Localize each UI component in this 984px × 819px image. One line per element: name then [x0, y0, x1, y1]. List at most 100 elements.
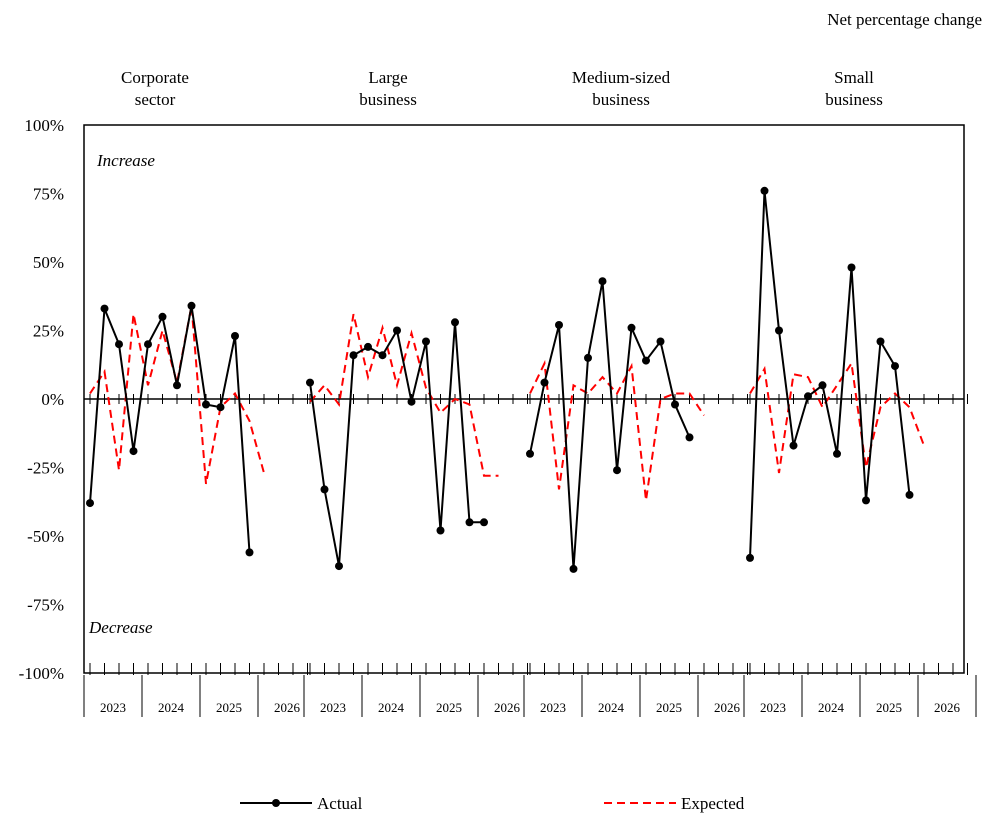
actual-point: [818, 381, 827, 390]
panel-title: business: [825, 90, 883, 109]
actual-point: [349, 351, 358, 360]
x-year-label: 2023: [540, 700, 566, 715]
x-year-label: 2023: [760, 700, 786, 715]
actual-point: [526, 449, 534, 458]
actual-point: [173, 381, 181, 390]
y-axis: 100% 75% 50% 25% 0% -25% -50% -75% -100%: [19, 116, 64, 683]
actual-point: [393, 326, 401, 335]
actual-point: [876, 337, 885, 346]
x-year-label: 2023: [100, 700, 126, 715]
legend-expected-label: Expected: [681, 794, 745, 813]
y-tick-label: 50%: [33, 253, 64, 272]
series-actual: [86, 186, 914, 573]
actual-point: [555, 321, 563, 329]
y-tick-label: -100%: [19, 664, 64, 683]
actual-point: [245, 548, 254, 557]
actual-point: [216, 403, 225, 412]
actual-point: [804, 392, 812, 401]
y-tick-label: -75%: [27, 596, 64, 615]
actual-point: [775, 326, 783, 335]
actual-point: [187, 301, 196, 310]
y-tick-label: -25%: [27, 459, 64, 478]
actual-point: [760, 186, 769, 195]
actual-point: [789, 441, 798, 450]
actual-point: [231, 332, 239, 340]
expected-line: [89, 305, 265, 485]
x-year-label: 2024: [818, 700, 845, 715]
y-tick-label: 0%: [41, 390, 64, 409]
y-tick-label: 100%: [24, 116, 64, 135]
y-tick-label: -50%: [27, 527, 64, 546]
actual-point: [480, 518, 488, 527]
panel-title: Medium-sized: [572, 68, 671, 87]
actual-point: [642, 356, 650, 365]
x-year-label: 2026: [494, 700, 521, 715]
actual-point: [335, 562, 343, 571]
x-year-label: 2025: [216, 700, 242, 715]
annotation-increase: Increase: [96, 151, 155, 170]
legend-expected: Expected: [604, 794, 745, 813]
x-year-label: 2024: [378, 700, 405, 715]
actual-point: [115, 340, 123, 349]
panel-title: business: [359, 90, 417, 109]
actual-point: [86, 499, 94, 508]
actual-point: [656, 337, 665, 346]
legend-actual-marker: [272, 799, 280, 807]
actual-point: [378, 351, 387, 360]
x-year-label: 2023: [320, 700, 346, 715]
actual-point: [320, 485, 329, 494]
y-tick-label: 75%: [33, 185, 64, 204]
x-year-label: 2024: [158, 700, 185, 715]
legend: Actual Expected: [240, 794, 745, 813]
actual-point: [847, 263, 856, 272]
x-year-label: 2025: [656, 700, 682, 715]
panel-title: Corporate: [121, 68, 189, 87]
actual-point: [158, 312, 167, 321]
actual-point: [891, 362, 899, 371]
actual-point: [465, 518, 474, 527]
legend-actual-label: Actual: [317, 794, 363, 813]
actual-point: [407, 397, 416, 406]
actual-point: [129, 447, 138, 456]
actual-line: [309, 322, 484, 567]
actual-point: [685, 433, 694, 442]
x-year-label: 2026: [714, 700, 741, 715]
annotation-decrease: Decrease: [88, 618, 153, 637]
panel-title: Large: [368, 68, 407, 87]
expected-line: [529, 359, 705, 501]
actual-point: [569, 564, 578, 573]
zero-line: [84, 394, 968, 404]
actual-point: [598, 277, 607, 286]
actual-point: [833, 449, 841, 458]
x-year-label: 2025: [876, 700, 902, 715]
legend-actual: Actual: [240, 794, 363, 813]
actual-line: [749, 190, 911, 558]
actual-point: [306, 378, 314, 387]
panel-titles: Corporate sector Large business Medium-sized…: [121, 68, 883, 109]
actual-point: [627, 323, 636, 332]
x-year-label: 2026: [274, 700, 301, 715]
actual-point: [746, 553, 754, 562]
panel-title: business: [592, 90, 650, 109]
series-expected: [89, 305, 925, 501]
actual-point: [364, 342, 372, 351]
actual-point: [144, 340, 152, 349]
actual-point: [905, 490, 914, 499]
actual-point: [862, 496, 870, 505]
actual-point: [613, 466, 621, 475]
actual-point: [451, 318, 459, 327]
expected-line: [749, 360, 925, 474]
actual-point: [422, 337, 430, 346]
actual-line: [89, 305, 251, 553]
actual-line: [529, 281, 691, 569]
actual-point: [584, 353, 592, 362]
x-year-label: 2026: [934, 700, 961, 715]
x-year-label: 2025: [436, 700, 462, 715]
panel-title: Small: [834, 68, 874, 87]
x-year-label: 2024: [598, 700, 625, 715]
unit-label: Net percentage change: [827, 10, 982, 29]
actual-point: [436, 526, 445, 535]
y-tick-label: 25%: [33, 322, 64, 341]
expected-line: [309, 313, 499, 477]
